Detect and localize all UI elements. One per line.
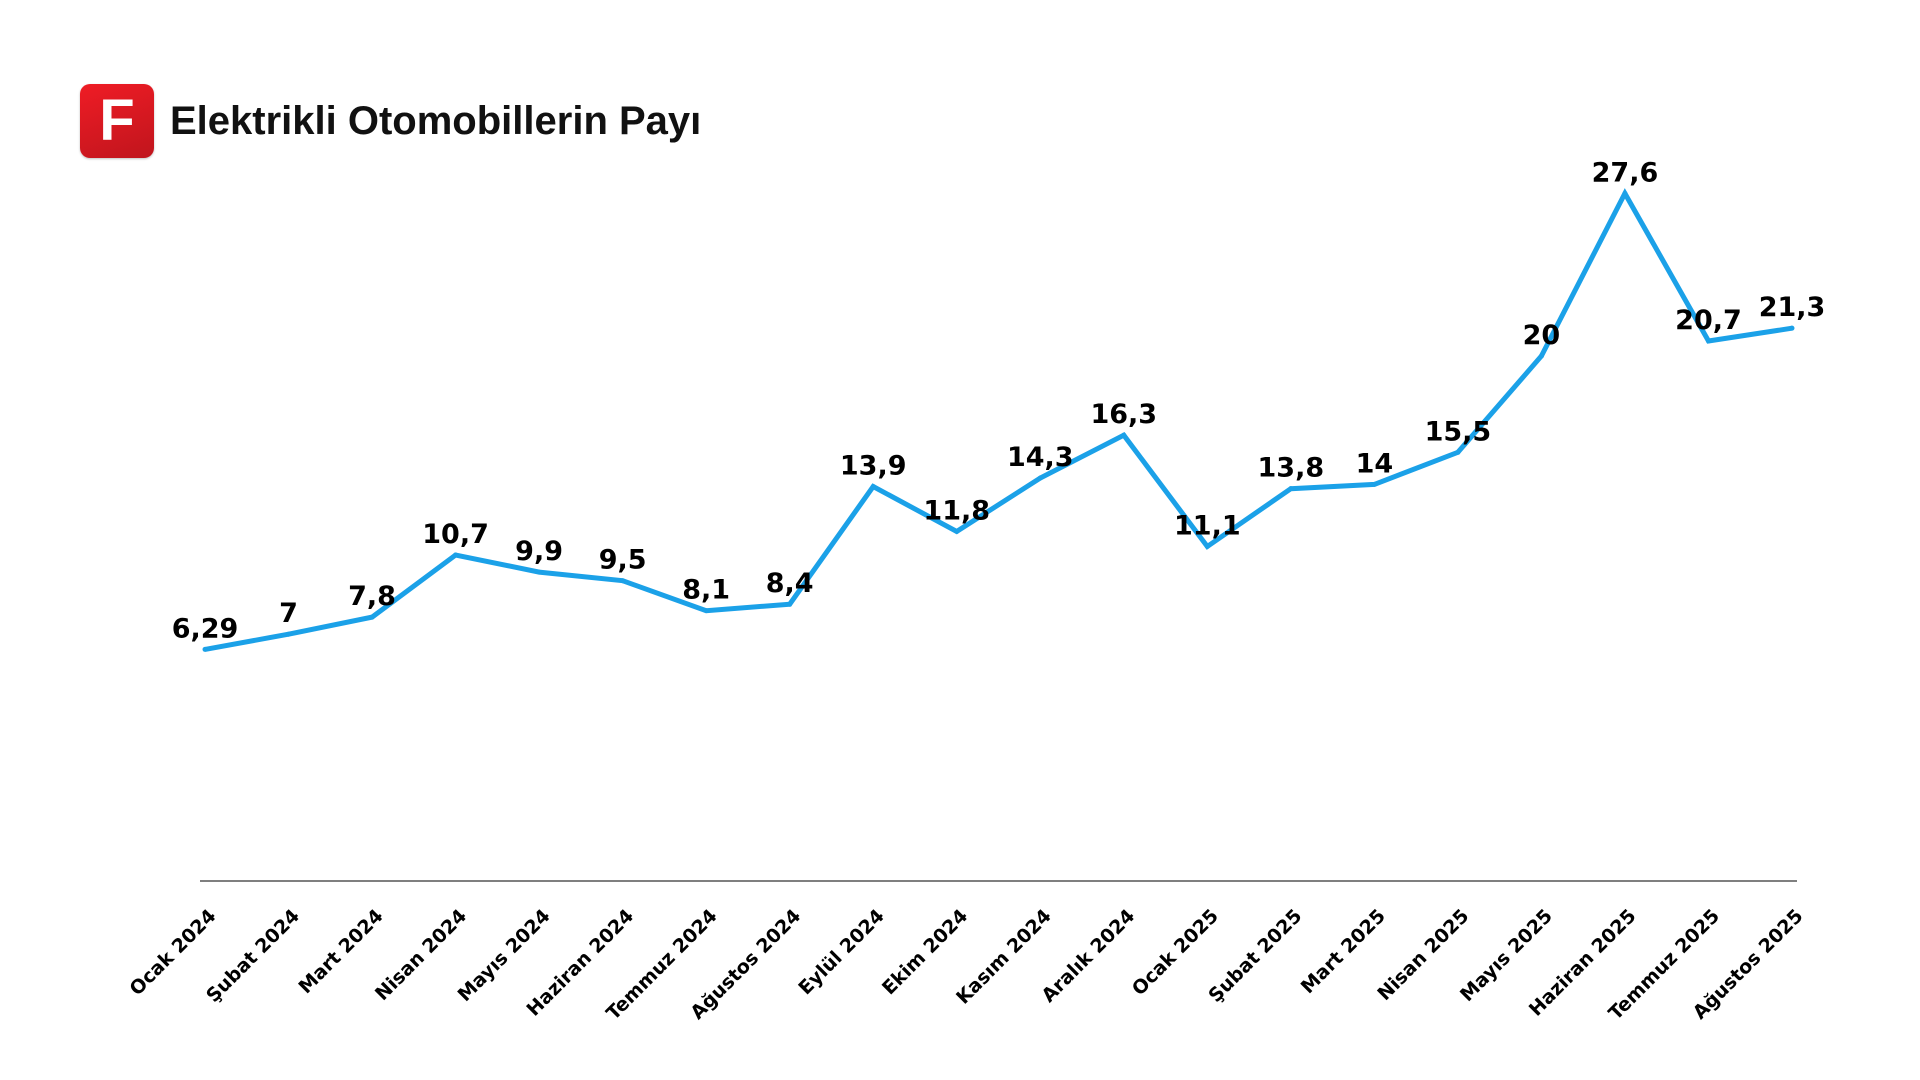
data-point <box>954 528 960 534</box>
brand-logo-letter: F <box>99 88 135 153</box>
data-label: 10,7 <box>422 519 489 550</box>
data-label: 15,5 <box>1425 416 1492 447</box>
data-label: 14 <box>1356 448 1394 479</box>
data-point <box>787 601 793 607</box>
data-points <box>202 190 1795 652</box>
data-label: 14,3 <box>1007 442 1074 473</box>
data-label: 13,9 <box>840 451 907 482</box>
x-tick-label: Ocak 2024 <box>126 905 221 1000</box>
data-label: 13,8 <box>1258 453 1325 484</box>
data-label: 20,7 <box>1675 305 1742 336</box>
data-label: 11,8 <box>923 495 990 526</box>
data-label: 7,8 <box>348 581 396 612</box>
data-point <box>620 578 626 584</box>
data-point <box>1288 486 1294 492</box>
data-point <box>1371 481 1377 487</box>
data-point <box>1037 475 1043 481</box>
data-label: 11,1 <box>1174 510 1241 541</box>
data-label: 6,29 <box>172 613 239 644</box>
chart-title: Elektrikli Otomobillerin Payı <box>170 98 702 143</box>
data-label: 9,9 <box>515 536 563 567</box>
data-point <box>1622 190 1628 196</box>
data-point <box>202 646 208 652</box>
x-tick-label: Ocak 2025 <box>1128 905 1223 1000</box>
data-point <box>1455 449 1461 455</box>
chart-header: F Elektrikli Otomobillerin Payı <box>80 84 701 158</box>
data-labels: 6,29 7 7,8 10,7 9,9 9,5 8,1 8,4 13,9 11,8 14,3 16,3… <box>172 157 1826 644</box>
data-label: 9,5 <box>599 545 647 576</box>
data-point <box>1789 325 1795 331</box>
data-point <box>369 614 375 620</box>
data-point <box>536 569 542 575</box>
data-label: 8,1 <box>682 575 730 606</box>
data-label: 21,3 <box>1759 292 1826 323</box>
data-point <box>870 484 876 490</box>
data-label: 20 <box>1523 320 1561 351</box>
data-point <box>703 608 709 614</box>
x-tick-label: Mart 2024 <box>294 905 387 998</box>
x-tick-label: Mart 2025 <box>1297 905 1390 998</box>
data-point <box>453 552 459 558</box>
data-point <box>1121 432 1127 438</box>
x-tick-label: Eylül 2024 <box>794 905 888 999</box>
data-point <box>1538 353 1544 359</box>
data-point <box>286 631 292 637</box>
data-label: 16,3 <box>1090 399 1157 430</box>
data-label: 7 <box>279 598 298 629</box>
data-point <box>1705 338 1711 344</box>
x-tick-label: Ekim 2024 <box>878 905 972 999</box>
data-label: 27,6 <box>1592 157 1659 188</box>
data-label: 8,4 <box>766 568 814 599</box>
brand-logo: F <box>80 84 154 158</box>
data-point <box>1204 543 1210 549</box>
series-line <box>204 188 1793 652</box>
